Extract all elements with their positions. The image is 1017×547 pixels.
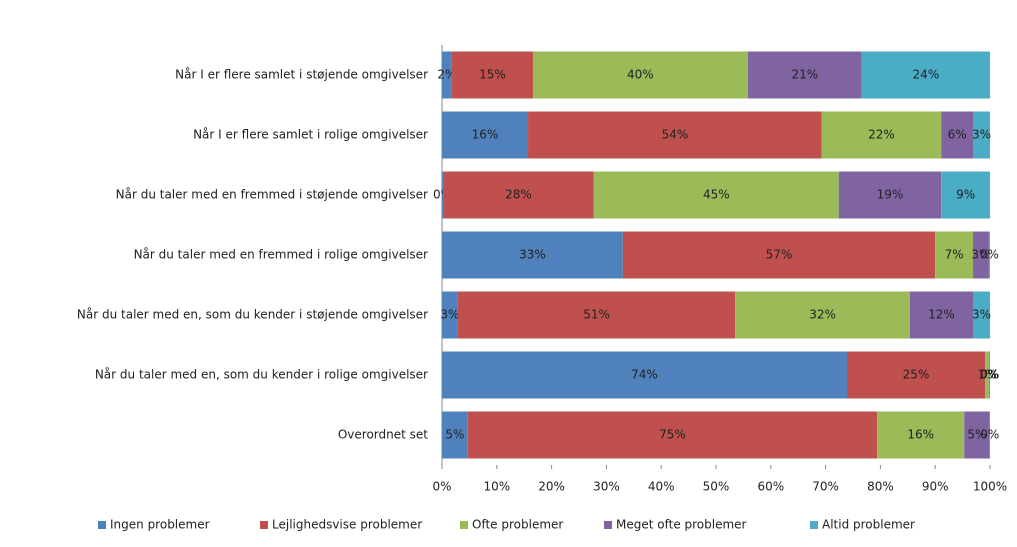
bar-segment — [988, 231, 990, 279]
legend-label: Meget ofte problemer — [616, 518, 747, 532]
legend-swatch — [98, 521, 106, 529]
data-label: 7% — [945, 248, 964, 262]
bar-segment — [964, 411, 990, 459]
data-label: 0% — [980, 248, 999, 262]
category-label: Når du taler med en, som du kender i rol… — [95, 368, 428, 382]
bar-segment — [973, 111, 990, 159]
bar-segment — [973, 291, 990, 339]
bar-segment — [988, 351, 990, 399]
data-label: 0% — [980, 368, 999, 382]
data-label: 28% — [505, 188, 532, 202]
x-tick-label: 0% — [432, 480, 451, 494]
bar-segment — [989, 411, 990, 459]
bar-segment — [941, 111, 974, 159]
bar-segment — [442, 411, 468, 459]
data-label: 6% — [948, 128, 967, 142]
legend-swatch — [460, 521, 468, 529]
category-label: Når I er flere samlet i støjende omgivel… — [175, 68, 428, 82]
bar-segment — [861, 51, 990, 99]
data-label: 9% — [956, 188, 975, 202]
legend-label: Lejlighedsvise problemer — [272, 518, 422, 532]
legend-label: Ingen problemer — [110, 518, 210, 532]
bar-segment — [935, 231, 974, 279]
bar-segment — [443, 171, 594, 219]
bar-segment — [941, 171, 990, 219]
data-label: 54% — [662, 128, 689, 142]
bar-segment — [528, 111, 822, 159]
x-tick-label: 30% — [593, 480, 620, 494]
data-label: 21% — [791, 68, 818, 82]
bar-segment — [909, 291, 974, 339]
data-label: 16% — [472, 128, 499, 142]
data-label: 0% — [980, 368, 999, 382]
bar-segment — [442, 51, 452, 99]
data-label: 25% — [903, 368, 930, 382]
x-tick-label: 100% — [973, 480, 1007, 494]
legend-label: Altid problemer — [822, 518, 915, 532]
bar-segment — [593, 171, 839, 219]
x-tick-label: 80% — [867, 480, 894, 494]
legend-swatch — [604, 521, 612, 529]
bar-segment — [532, 51, 748, 99]
data-label: 12% — [928, 308, 955, 322]
data-label: 75% — [659, 428, 686, 442]
category-label: Når du taler med en fremmed i rolige omg… — [134, 248, 428, 262]
data-label: 51% — [583, 308, 610, 322]
x-tick-label: 40% — [648, 480, 675, 494]
data-label: 1% — [977, 368, 996, 382]
data-label: 32% — [809, 308, 836, 322]
data-label: 74% — [631, 368, 658, 382]
bar-segment — [442, 171, 444, 219]
legend-swatch — [810, 521, 818, 529]
bar-segment — [973, 231, 989, 279]
data-label: 2% — [437, 68, 456, 82]
data-label: 15% — [479, 68, 506, 82]
category-label: Når du taler med en fremmed i støjende o… — [116, 188, 428, 202]
bar-segment — [846, 351, 986, 399]
legend-label: Ofte problemer — [472, 518, 563, 532]
category-label: Når I er flere samlet i rolige omgivelse… — [193, 128, 428, 142]
bar-segment — [451, 51, 533, 99]
x-tick-label: 50% — [703, 480, 730, 494]
data-label: 33% — [519, 248, 546, 262]
data-label: 22% — [868, 128, 895, 142]
x-tick-label: 60% — [757, 480, 784, 494]
data-label: 3% — [972, 128, 991, 142]
x-tick-label: 20% — [538, 480, 565, 494]
category-label: Når du taler med en, som du kender i stø… — [77, 308, 428, 322]
data-label: 40% — [627, 68, 654, 82]
bar-segment — [821, 111, 942, 159]
bar-segment — [442, 291, 458, 339]
bar-segment — [622, 231, 936, 279]
data-label: 5% — [445, 428, 464, 442]
bar-segment — [442, 351, 847, 399]
bar-segment — [442, 111, 529, 159]
data-label: 24% — [913, 68, 940, 82]
data-label: 16% — [907, 428, 934, 442]
data-label: 3% — [971, 248, 990, 262]
data-label: 57% — [766, 248, 793, 262]
data-label: 0% — [980, 428, 999, 442]
bar-segment — [747, 51, 862, 99]
data-label: 3% — [972, 308, 991, 322]
legend-swatch — [260, 521, 268, 529]
data-label: 3% — [440, 308, 459, 322]
bar-segment — [442, 231, 623, 279]
x-tick-label: 70% — [812, 480, 839, 494]
bar-segment — [985, 351, 989, 399]
bar-segment — [467, 411, 878, 459]
x-tick-label: 90% — [922, 480, 949, 494]
x-tick-label: 10% — [483, 480, 510, 494]
bar-segment — [877, 411, 965, 459]
bar-segment — [457, 291, 736, 339]
data-label: 5% — [967, 428, 986, 442]
data-label: 19% — [877, 188, 904, 202]
category-label: Overordnet set — [338, 428, 428, 442]
bar-segment — [735, 291, 910, 339]
bar-segment — [838, 171, 942, 219]
data-label: 45% — [703, 188, 730, 202]
bar-segment — [989, 351, 990, 399]
